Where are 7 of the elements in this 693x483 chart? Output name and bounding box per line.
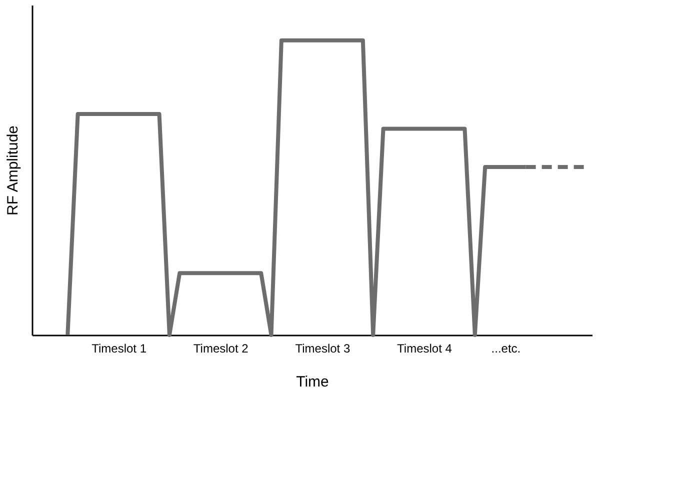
x-tick-label: Timeslot 3 <box>295 342 350 356</box>
x-tick-label: ...etc. <box>491 342 521 356</box>
x-tick-label: Timeslot 2 <box>193 342 249 356</box>
y-axis-title: RF Amplitude <box>4 125 22 216</box>
x-axis-title: Time <box>296 374 329 390</box>
x-tick-label: Timeslot 4 <box>397 342 452 356</box>
x-tick-label: Timeslot 1 <box>92 342 147 356</box>
